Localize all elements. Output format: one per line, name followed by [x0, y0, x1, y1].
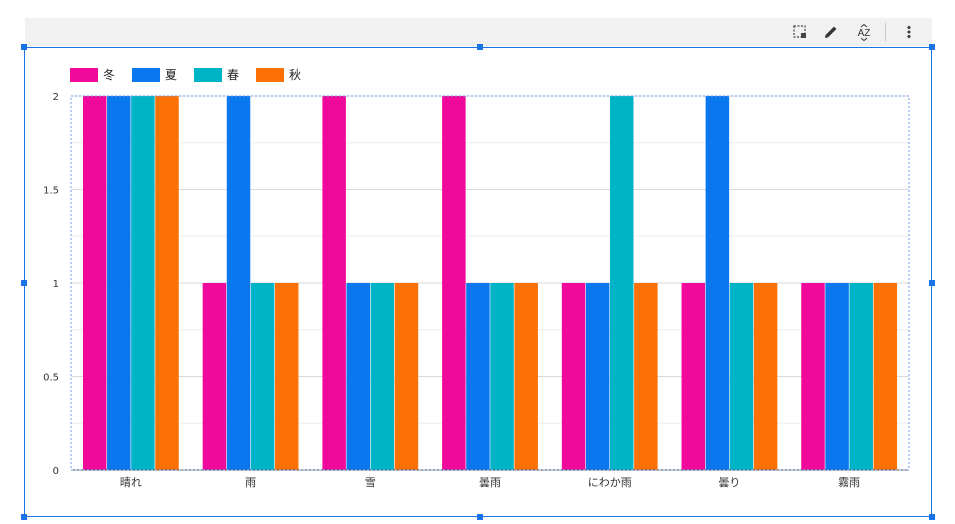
bar — [681, 283, 706, 470]
y-tick-label: 1 — [53, 279, 59, 290]
plot-area-outline — [70, 95, 910, 471]
bar — [490, 283, 514, 470]
bar — [82, 96, 107, 470]
x-tick-label: 雨 — [245, 476, 256, 489]
x-tick-label: 曇り — [718, 476, 740, 489]
bar — [107, 96, 131, 470]
legend-item[interactable]: 夏 — [132, 66, 177, 83]
legend-item[interactable]: 春 — [194, 66, 239, 83]
x-tick-label: 晴れ — [120, 476, 142, 489]
sort-az-label: AZ — [858, 28, 871, 39]
legend-item[interactable]: 秋 — [256, 66, 301, 83]
bar — [729, 283, 754, 470]
bar — [442, 96, 466, 470]
bar — [801, 283, 825, 470]
legend-label: 秋 — [289, 68, 302, 82]
bar — [131, 96, 155, 470]
bar — [322, 96, 346, 470]
bar — [370, 283, 395, 470]
select-region-icon[interactable] — [789, 21, 811, 43]
resize-handle-top-left[interactable] — [21, 44, 27, 50]
bar — [825, 283, 849, 470]
legend-swatch — [70, 67, 98, 82]
resize-handle-bottom-right[interactable] — [929, 514, 935, 520]
y-tick-label: 2 — [53, 92, 59, 103]
legend-label: 冬 — [103, 68, 116, 82]
bar — [226, 96, 251, 470]
sort-az-icon[interactable]: AZ — [851, 21, 877, 43]
x-tick-label: にわか雨 — [588, 476, 632, 489]
resize-handle-bottom-left[interactable] — [21, 514, 27, 520]
resize-handle-top-right[interactable] — [929, 44, 935, 50]
bar — [873, 283, 898, 470]
y-tick-label: 0 — [53, 466, 59, 477]
bar — [346, 283, 370, 470]
bar — [610, 96, 634, 470]
chart-legend: 冬 夏 春 秋 — [70, 66, 318, 83]
bar — [634, 283, 658, 470]
resize-handle-top[interactable] — [477, 44, 483, 50]
resize-handle-right[interactable] — [929, 280, 935, 286]
bar — [585, 283, 610, 470]
legend-item[interactable]: 冬 — [70, 66, 115, 83]
legend-swatch — [256, 67, 285, 82]
bar — [849, 283, 873, 470]
bar — [514, 283, 538, 470]
x-tick-label: 曇雨 — [479, 476, 501, 489]
bar — [394, 283, 419, 470]
legend-swatch — [194, 67, 223, 82]
bar — [274, 283, 299, 470]
legend-label: 春 — [227, 68, 240, 82]
bar — [753, 283, 778, 470]
toolbar-separator — [885, 23, 886, 41]
more-vert-icon[interactable] — [898, 21, 920, 43]
bar — [705, 96, 730, 470]
y-tick-label: 0.5 — [43, 373, 59, 384]
y-tick-label: 1.5 — [43, 186, 59, 197]
bar — [155, 96, 179, 470]
chart-toolbar: AZ — [25, 18, 932, 46]
bar — [561, 283, 586, 470]
resize-handle-bottom[interactable] — [477, 514, 483, 520]
bar — [250, 283, 275, 470]
bar — [202, 283, 227, 470]
legend-swatch — [132, 67, 161, 82]
bar — [466, 283, 490, 470]
legend-label: 夏 — [165, 68, 178, 82]
x-tick-label: 雪 — [365, 476, 376, 489]
x-tick-label: 霧雨 — [838, 476, 860, 489]
resize-handle-left[interactable] — [21, 280, 27, 286]
pencil-icon[interactable] — [820, 21, 842, 43]
